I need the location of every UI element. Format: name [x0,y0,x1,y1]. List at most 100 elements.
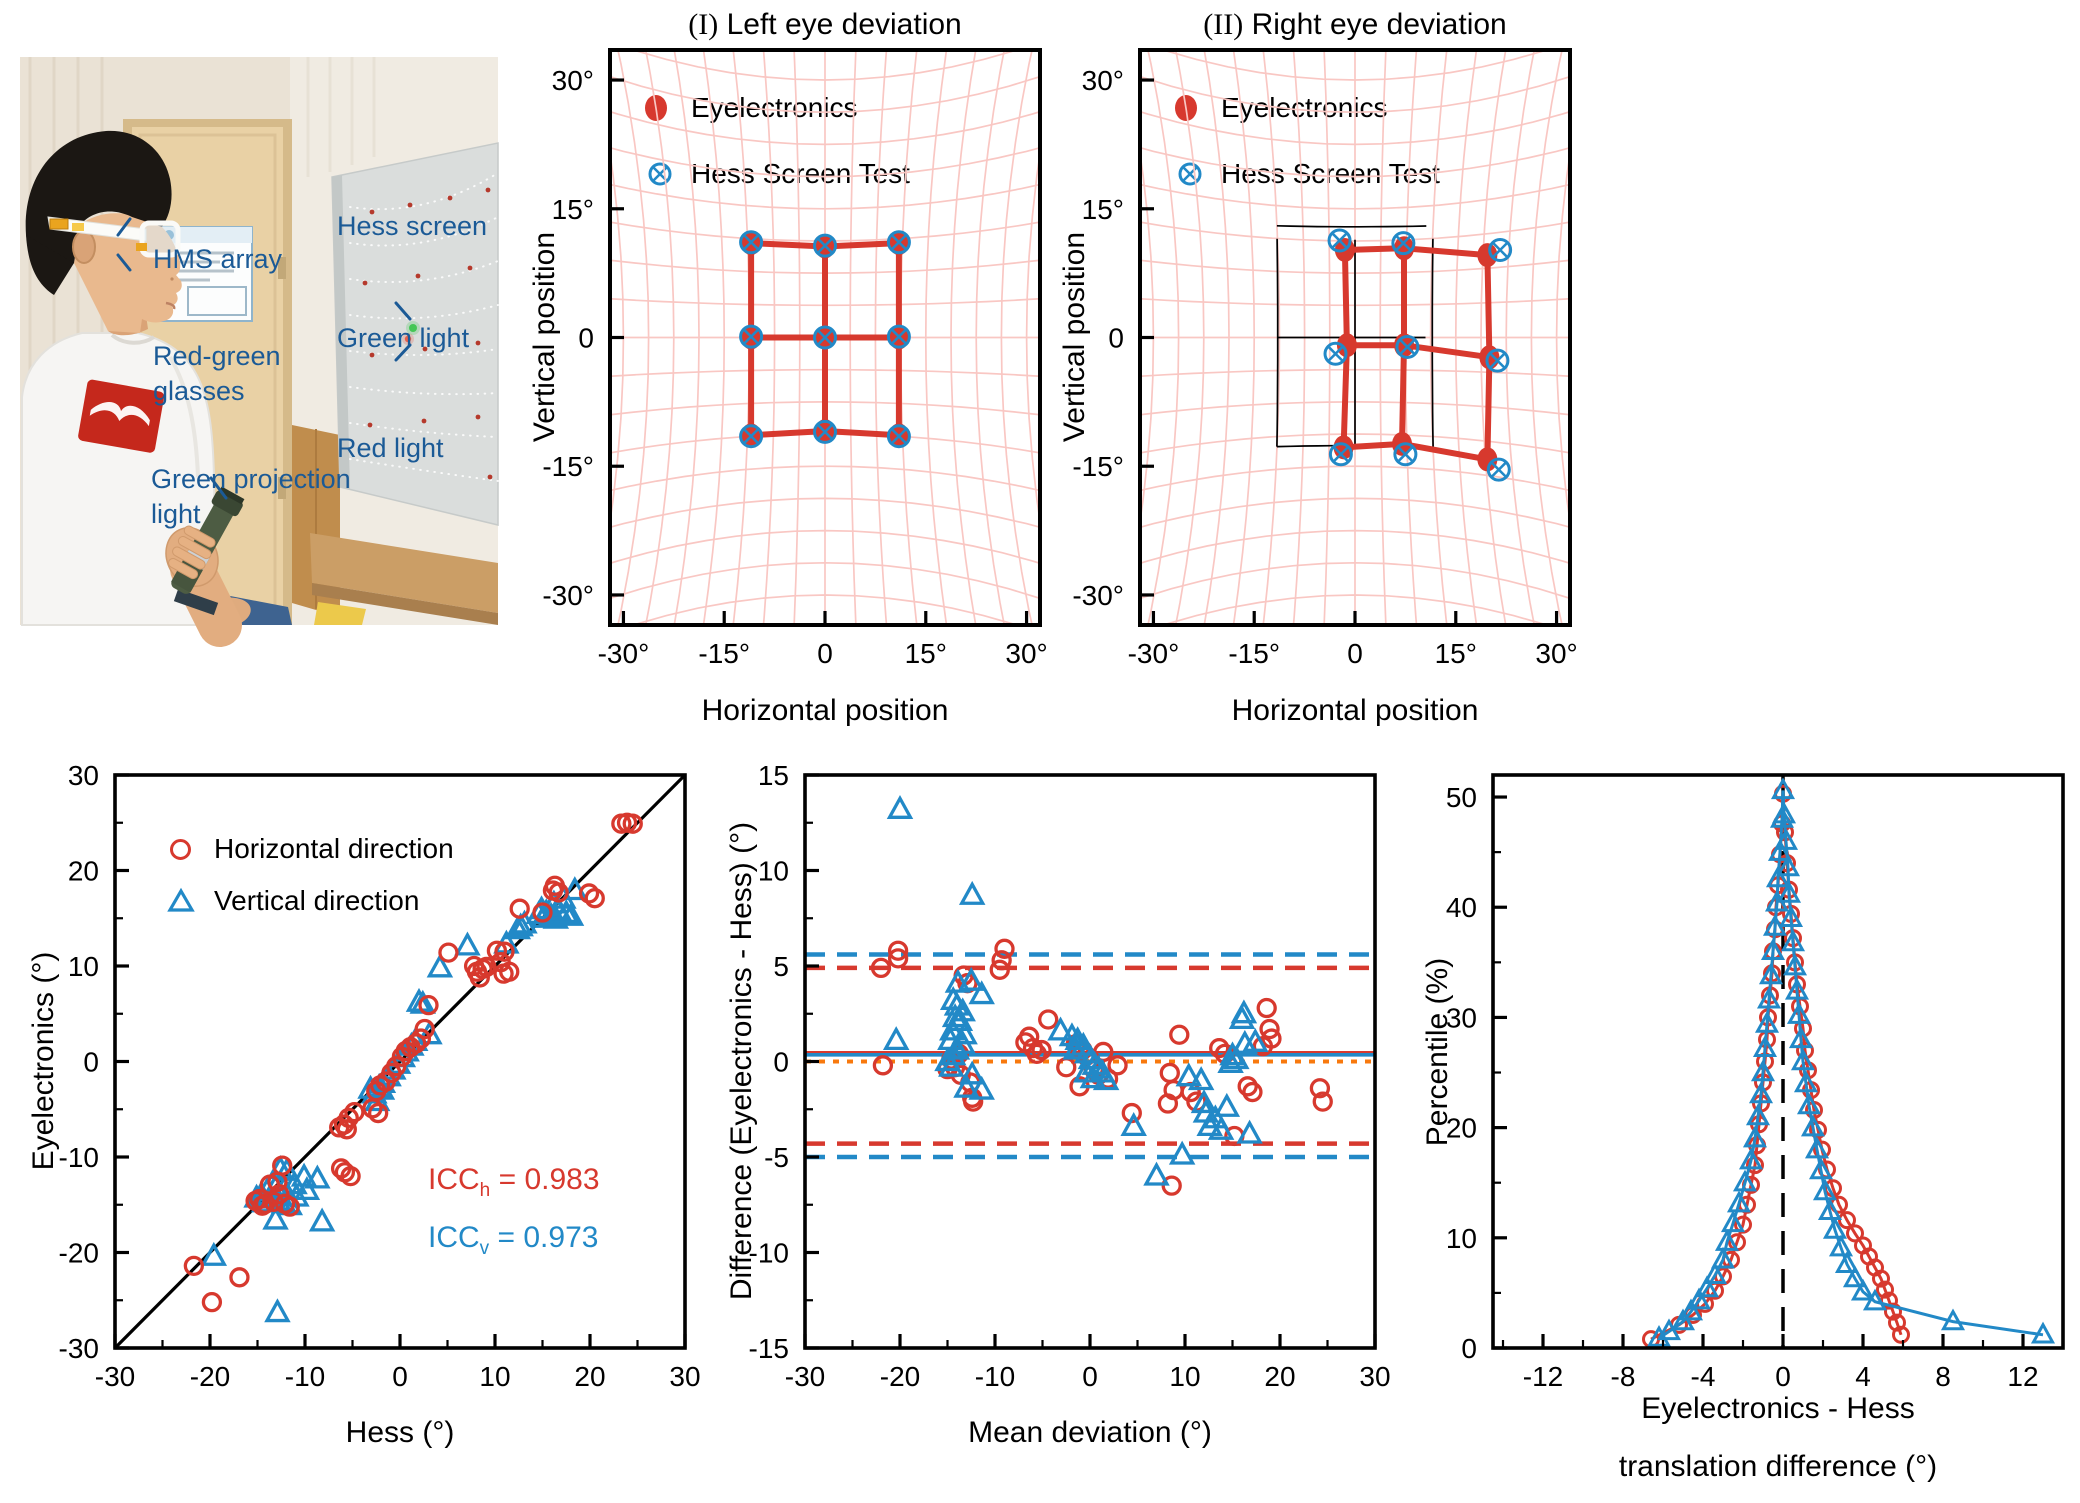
legend-label: Eyelectronics [691,92,858,123]
lips [165,301,176,310]
svg-text:20: 20 [1446,1113,1477,1144]
axis-ticks: -12 -8 -4 0 4 8 12 0 10 20 30 40 50 [1446,782,2065,1392]
left-eye-x-axis-label: Horizontal position [701,694,949,727]
hms-chip [72,223,84,231]
agreement-legend: Horizontal direction Vertical direction [167,833,454,917]
agreement_scatter-svg: -30 -20 -10 0 10 20 30 -30 -20 -10 0 10 20 30 [59,760,701,1392]
legend-item-hess-test: Hess Screen Test [645,158,910,190]
svg-text:30°: 30° [1082,65,1124,96]
svg-text:15°: 15° [552,194,594,225]
svg-text:-8: -8 [1611,1361,1636,1392]
photo-scene [20,57,499,647]
svg-text:50: 50 [1446,782,1477,813]
shelf-top [310,533,498,613]
icc-annotation: ICCh = 0.983 ICCv = 0.973 [428,1156,600,1272]
photo-label-hms-array: HMS array [153,244,283,274]
svg-text:-15°: -15° [1072,451,1124,482]
left-eye-y-axis-label: Vertical position [528,231,561,443]
plot-frame [1491,773,2065,1350]
green-light-dot [409,324,417,332]
yellow-bin [314,602,366,625]
tshirt-fold [168,355,200,478]
svg-text:-10: -10 [749,1238,789,1269]
svg-text:-10: -10 [59,1142,99,1173]
svg-text:-30: -30 [95,1361,135,1392]
svg-text:-5: -5 [764,1142,789,1173]
label-pointer-lines [116,217,412,500]
hess-screen-red-dots [362,187,493,480]
right-eye-legend: Eyelectronics Hess Screen Test [1175,92,1440,190]
svg-text:30°: 30° [1005,638,1047,669]
svg-text:30°: 30° [1535,638,1577,669]
legend-label: Vertical direction [214,885,420,916]
svg-text:-10: -10 [285,1361,325,1392]
bland-altman-chart: -30 -20 -10 0 10 20 30 -15 -10 -5 0 5 10 15 [749,760,1391,1392]
svg-text:30: 30 [669,1361,700,1392]
svg-text:-15°: -15° [1228,638,1280,669]
percentile-x-axis-label-line1: Eyelectronics - Hess [1641,1392,1915,1425]
svg-text:-20: -20 [880,1361,920,1392]
svg-text:8: 8 [1935,1361,1951,1392]
legend-label: Eyelectronics [1221,92,1388,123]
red-light-dot [404,335,412,343]
agreement-scatter-chart: -30 -20 -10 0 10 20 30 -30 -20 -10 0 10 20 30 [59,760,701,1392]
door-hinge [278,477,286,499]
left-eye-panel-title: (I) Left eye deviation [688,8,962,41]
wristband [173,588,219,616]
axis-ticks: -30° -15° 0 15° 30° 30° 15° 0 -15° -30° [1072,65,1577,669]
experiment-photo: HMS array Red-green glasses Green projec… [20,57,499,647]
bland-altman-y-axis-label: Difference (Eyelectronics - Hess) (°) [725,821,758,1301]
hess-screen-dot-rows [349,172,499,482]
right-eye-panel-title: (II) Right eye deviation [1203,8,1507,41]
bland-altman-x-axis-label: Mean deviation (°) [968,1416,1212,1449]
legend-label: Hess Screen Test [1221,158,1440,189]
glasses-pointer [116,253,132,272]
fingers [168,525,216,580]
door-hinge [278,257,286,279]
levis-logo [78,379,165,453]
svg-text:0: 0 [1775,1361,1791,1392]
collar [110,333,156,345]
svg-text:0: 0 [392,1361,408,1392]
right-eye-x-axis-label: Horizontal position [1231,694,1479,727]
legend-item-eyelectronics: Eyelectronics [1175,92,1440,124]
svg-text:-10: -10 [975,1361,1015,1392]
svg-text:-30: -30 [785,1361,825,1392]
photo-label-hess-screen: Hess screen [337,211,488,241]
svg-text:0: 0 [1347,638,1363,669]
svg-text:-30°: -30° [542,580,594,611]
svg-text:0: 0 [578,323,594,354]
icc-horizontal-value: ICCh = 0.983 [428,1163,600,1201]
svg-text:0: 0 [1108,323,1124,354]
svg-text:10: 10 [1169,1361,1200,1392]
svg-text:0: 0 [1082,1361,1098,1392]
svg-text:10: 10 [1446,1223,1477,1254]
hms-pointer [116,217,132,237]
projection-pointer [209,476,228,500]
legend-label: Horizontal direction [214,833,454,864]
vertical-percentile-curve [1646,777,2056,1347]
hair-back [26,235,74,295]
svg-text:30°: 30° [552,65,594,96]
photo-label-green-projection-light: Green projection light [151,464,351,529]
title-roman-numeral: (I) [688,8,719,41]
svg-text:-15: -15 [749,1333,789,1364]
icc-vertical-value: ICCv = 0.973 [428,1221,599,1259]
svg-text:12: 12 [2007,1361,2038,1392]
svg-text:-20: -20 [190,1361,230,1392]
svg-text:20: 20 [68,856,99,887]
svg-text:40: 40 [1446,892,1477,923]
svg-text:20: 20 [1264,1361,1295,1392]
left-eye-deviation-chart: -30° -15° 0 15° 30° 30° 15° 0 -15° -30° [542,48,1048,669]
svg-text:-30°: -30° [598,638,650,669]
svg-text:15°: 15° [1435,638,1477,669]
subject [21,130,245,647]
red-green-glasses-hms [47,216,181,258]
vertical-direction-points [200,876,589,1323]
legend-item-horizontal: Horizontal direction [168,833,454,865]
svg-text:15: 15 [758,760,789,791]
svg-text:-15°: -15° [542,451,594,482]
photo-label-red-light: Red light [337,433,444,463]
svg-text:-15°: -15° [698,638,750,669]
hess-screen-edge [332,175,350,489]
